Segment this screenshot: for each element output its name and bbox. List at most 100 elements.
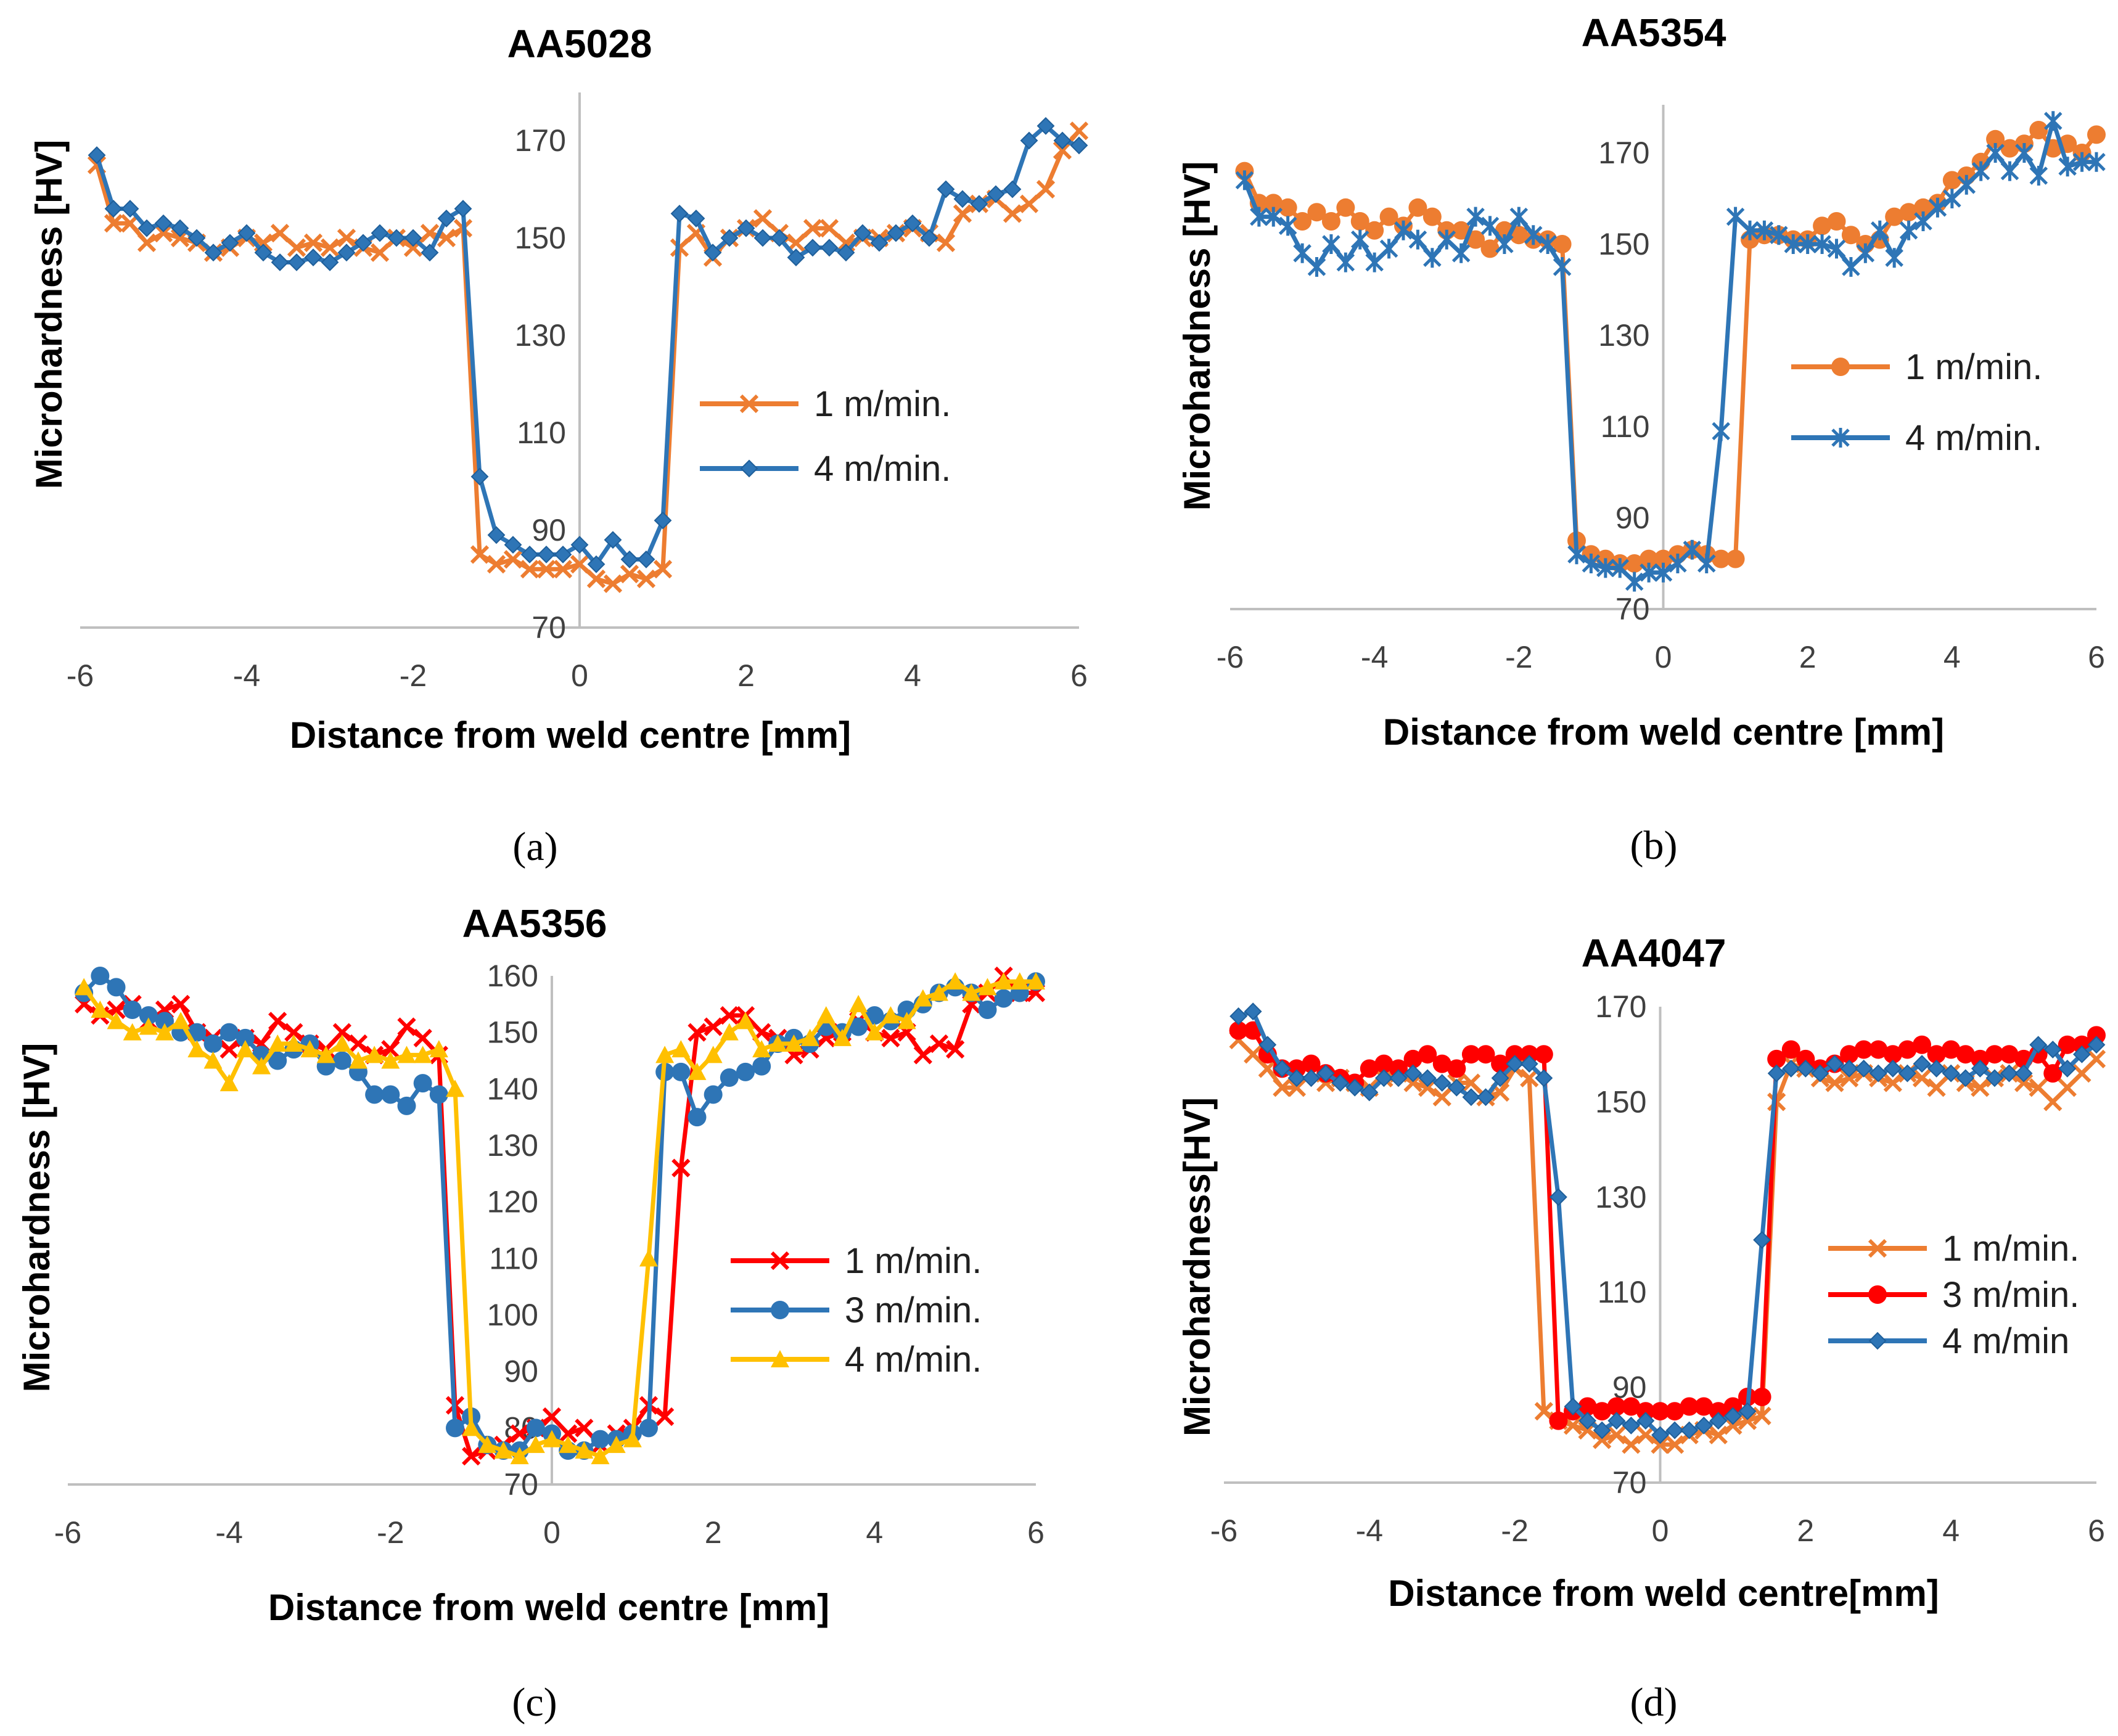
- panel-caption: (c): [512, 1680, 557, 1725]
- data-point: [1244, 1045, 1263, 1064]
- data-point: [1912, 1068, 1932, 1087]
- data-point: [1927, 1045, 1946, 1064]
- data-point: [620, 550, 639, 568]
- data-point: [1027, 972, 1045, 990]
- data-point: [1036, 117, 1055, 135]
- data-point: [1781, 1040, 1800, 1059]
- x-tick-label: 4: [1942, 1513, 1960, 1548]
- data-point: [2087, 125, 2106, 144]
- data-point: [2058, 1078, 2077, 1097]
- data-point: [753, 229, 772, 247]
- data-point: [154, 214, 173, 232]
- data-point: [332, 1023, 351, 1042]
- data-point: [946, 1040, 965, 1059]
- data-point: [1640, 562, 1658, 583]
- data-point: [365, 1046, 384, 1063]
- data-point: [1607, 1425, 1626, 1444]
- data-point: [1509, 207, 1529, 227]
- data-point: [429, 1085, 448, 1104]
- data-point: [570, 555, 589, 574]
- data-point: [542, 1407, 562, 1427]
- data-point: [1971, 1059, 1989, 1078]
- data-point: [536, 560, 556, 579]
- data-point: [1712, 549, 1731, 568]
- data-point: [348, 1034, 368, 1054]
- data-point: [1322, 234, 1340, 254]
- data-point: [268, 1012, 287, 1031]
- data-point: [1971, 1078, 1990, 1097]
- data-point: [462, 1447, 481, 1466]
- data-point: [570, 536, 589, 554]
- y-axis-label: Microhardness[HV]: [1176, 1097, 1218, 1436]
- data-point: [1724, 1407, 1742, 1425]
- legend: 1 m/min. 3 m/min. 4 m/min.: [731, 1241, 982, 1380]
- data-point: [837, 244, 855, 262]
- data-point: [1913, 1035, 1931, 1054]
- data-point: [1394, 220, 1413, 240]
- data-point: [370, 243, 390, 262]
- data-point: [470, 467, 489, 486]
- chart-title: AA5354: [1582, 10, 1726, 55]
- data-point: [753, 209, 773, 228]
- data-point: [437, 209, 456, 227]
- data-point: [1883, 1045, 1902, 1064]
- y-axis-label: Microhardness [HV]: [28, 140, 70, 489]
- data-point: [1235, 170, 1254, 190]
- data-point: [639, 1249, 658, 1267]
- data-point: [1534, 1402, 1553, 1421]
- data-point: [138, 219, 156, 237]
- data-point: [139, 1017, 158, 1035]
- data-point: [254, 244, 273, 262]
- data-point: [2000, 139, 2019, 158]
- data-point: [849, 994, 868, 1012]
- x-tick-label: 0: [1652, 1513, 1669, 1548]
- data-point: [1709, 1412, 1728, 1430]
- data-point: [2087, 1026, 2106, 1045]
- data-point: [2058, 157, 2077, 177]
- legend-label: 3 m/min.: [1942, 1275, 2079, 1315]
- data-point: [671, 1040, 691, 1058]
- data-point: [1796, 1049, 1815, 1068]
- series-line: [94, 123, 1080, 567]
- data-point: [1350, 212, 1369, 231]
- data-point: [237, 224, 256, 242]
- series-1-m-min-: [87, 121, 1089, 594]
- x-ticks: -6 -4 -2 0 2 4 6: [1217, 640, 2105, 674]
- data-point: [1374, 1054, 1394, 1073]
- data-point: [1451, 221, 1471, 240]
- data-point: [1549, 1411, 1568, 1430]
- y-axis-label: Microhardness [HV]: [1176, 162, 1218, 511]
- data-point: [1264, 194, 1283, 213]
- data-point: [1505, 1045, 1524, 1064]
- data-point: [1928, 197, 1947, 218]
- data-point: [953, 204, 972, 223]
- data-point: [421, 244, 439, 262]
- data-point: [1622, 1416, 1640, 1435]
- data-point: [1423, 248, 1442, 268]
- data-point: [736, 1062, 755, 1081]
- data-point: [1538, 234, 1557, 254]
- x-axis-label: Distance from weld centre[mm]: [1388, 1573, 1939, 1614]
- data-point: [1654, 549, 1673, 568]
- data-point: [1365, 221, 1384, 240]
- series-4-m-min: [1229, 1002, 2106, 1444]
- data-point: [1480, 239, 1500, 258]
- panel-a-AA5028: AA5028 70 90 110 130 150 170 -6 -4 -2 0 2 4 6 Micro…: [28, 22, 1089, 869]
- data-point: [446, 1419, 464, 1438]
- data-point: [1287, 1069, 1306, 1087]
- data-point: [770, 229, 789, 247]
- data-point: [670, 205, 689, 223]
- data-point: [1466, 230, 1485, 249]
- x-axis-label: Distance from weld centre [mm]: [268, 1587, 829, 1628]
- y-ticks: 70 90 110 130 150 170: [1598, 136, 1649, 626]
- data-point: [1321, 212, 1340, 231]
- data-point: [1491, 1054, 1510, 1073]
- legend-marker: [740, 459, 758, 478]
- legend: 1 m/min. 3 m/min. 4 m/min: [1828, 1229, 2079, 1361]
- y-tick-label: 140: [487, 1071, 538, 1106]
- data-point: [1927, 1059, 1945, 1078]
- legend-label: 1 m/min.: [1905, 347, 2042, 387]
- x-tick-label: 6: [1027, 1515, 1045, 1550]
- data-point: [121, 200, 139, 218]
